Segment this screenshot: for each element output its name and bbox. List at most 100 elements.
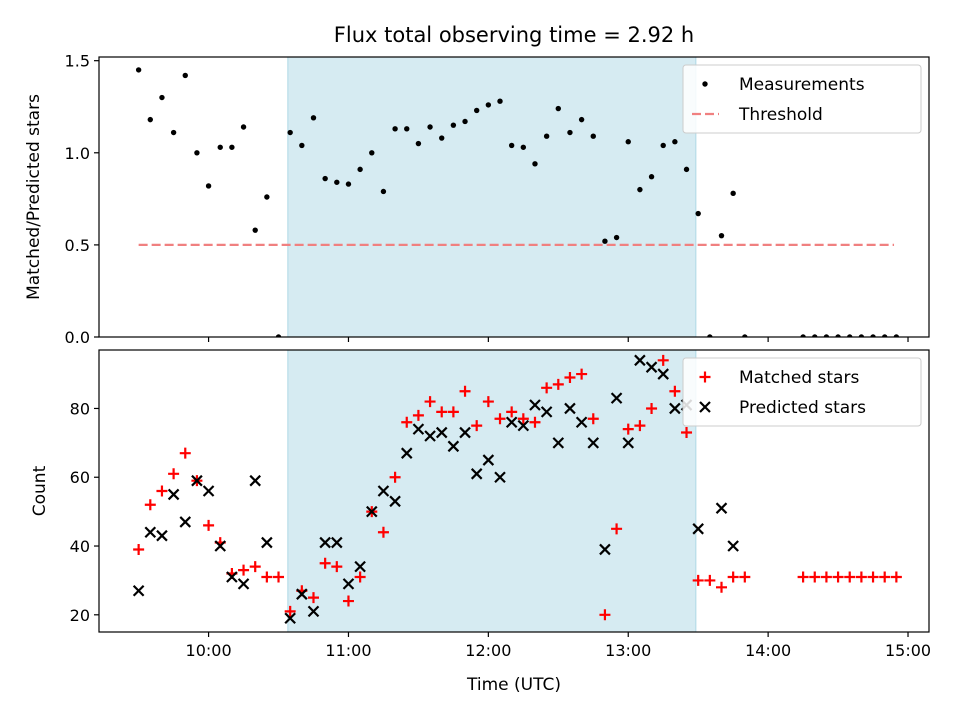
measurement-point: [847, 334, 853, 337]
matched-star-point: [517, 413, 529, 425]
predicted-star-point: [564, 402, 576, 415]
matched-star-point: [494, 413, 506, 425]
ratio-legend: [682, 64, 922, 134]
measurement-point: [567, 129, 573, 136]
ratio-y-tick-label: 1.5: [65, 52, 90, 71]
measurement-point: [404, 126, 410, 132]
matched-star-point: [447, 406, 459, 418]
measurement-point: [415, 140, 422, 147]
predicted-star-point: [424, 430, 436, 442]
matched-star-point: [156, 485, 168, 497]
measurement-point: [380, 188, 387, 195]
matched-star-point: [541, 382, 553, 394]
predicted-star-point: [179, 516, 192, 528]
predicted-star-point: [587, 437, 600, 449]
matched-star-point: [482, 396, 494, 408]
x-tick-label: 14:00: [745, 641, 791, 660]
measurement-point: [508, 142, 515, 149]
predicted-star-point: [575, 416, 588, 428]
predicted-star-point: [389, 495, 401, 508]
predicted-star-point: [226, 571, 238, 583]
matched-star-point: [238, 564, 250, 576]
predicted-star-point: [296, 588, 308, 600]
measurement-point: [893, 334, 900, 337]
predicted-star-point: [610, 392, 623, 404]
matched-star-point: [471, 420, 483, 432]
measurement-point: [439, 135, 445, 141]
measurement-point: [473, 107, 480, 114]
measurement-point: [497, 98, 503, 104]
predicted-star-point: [505, 416, 518, 428]
measurement-point: [135, 67, 142, 73]
matched-star-point: [506, 406, 518, 418]
bottom-y-axis-label: Count: [30, 465, 50, 516]
measurement-point: [625, 139, 631, 145]
matched-star-point: [820, 571, 832, 583]
predicted-star-point: [494, 471, 506, 484]
predicted-star-point: [237, 578, 250, 590]
matched-star-point: [727, 571, 739, 583]
measurement-point: [578, 116, 585, 123]
legend-label: Predicted stars: [739, 398, 866, 418]
count-plot-area: [132, 350, 902, 632]
matched-star-point: [459, 385, 471, 397]
measurement-point: [287, 129, 293, 136]
matched-star-point: [576, 368, 588, 380]
measurement-point: [882, 334, 888, 337]
figure-title: Flux total observing time = 2.92 h: [334, 23, 694, 47]
predicted-star-point: [354, 560, 366, 573]
matched-star-point: [704, 574, 716, 586]
predicted-star-point: [249, 474, 261, 487]
count-axes-frame: [98, 349, 930, 633]
predicted-star-point: [435, 426, 448, 439]
predicted-star-point: [727, 540, 739, 552]
predicted-star-point: [144, 526, 157, 539]
matched-star-point: [844, 571, 856, 583]
predicted-star-point: [657, 368, 669, 380]
measurement-point: [310, 115, 317, 121]
measurement-point: [357, 166, 363, 173]
matched-star-point: [261, 571, 273, 583]
predicted-star-point: [214, 540, 227, 552]
matched-star-point: [342, 595, 354, 607]
matched-star-point: [401, 416, 413, 428]
ratio-panel: 0.0 0.5 1.0 1.5 Measurements Threshold: [65, 52, 930, 347]
measurement-point: [812, 334, 818, 337]
predicted-star-point: [634, 354, 646, 367]
measurement-point: [870, 334, 876, 337]
count-y-tick-label: 20: [70, 606, 90, 625]
predicted-star-point: [669, 402, 681, 415]
measurement-point: [602, 238, 608, 244]
legend-label: Measurements: [739, 75, 865, 95]
matched-star-point: [657, 354, 669, 366]
legend-label: Matched stars: [739, 368, 859, 388]
matched-star-point: [144, 499, 156, 511]
measurement-point: [532, 161, 538, 167]
measurement-point: [730, 190, 736, 197]
matched-star-point: [331, 561, 343, 573]
measurement-point: [648, 174, 655, 180]
measurement-point: [543, 133, 550, 139]
predicted-star-point: [156, 529, 168, 542]
predicted-star-point: [692, 523, 704, 535]
measurement-point: [194, 150, 200, 156]
measurement-point: [858, 334, 865, 337]
matched-star-point: [879, 571, 891, 583]
measurement-point: [613, 234, 620, 241]
matched-star-point: [809, 571, 821, 583]
measurement-point: [520, 144, 527, 150]
x-tick-label: 13:00: [605, 641, 651, 660]
matched-star-point: [354, 571, 366, 583]
legend-matched-marker: [699, 371, 711, 383]
measurement-point: [637, 186, 643, 193]
matched-star-point: [692, 574, 704, 586]
predicted-star-point: [342, 578, 355, 590]
predicted-star-point: [377, 485, 390, 497]
matched-star-point: [377, 526, 389, 538]
predicted-star-point: [307, 605, 320, 618]
measurement-point: [345, 181, 352, 187]
predicted-star-point: [715, 502, 728, 514]
predicted-star-point: [529, 399, 541, 411]
predicted-star-point: [366, 505, 378, 518]
count-observing-window: [287, 350, 697, 632]
